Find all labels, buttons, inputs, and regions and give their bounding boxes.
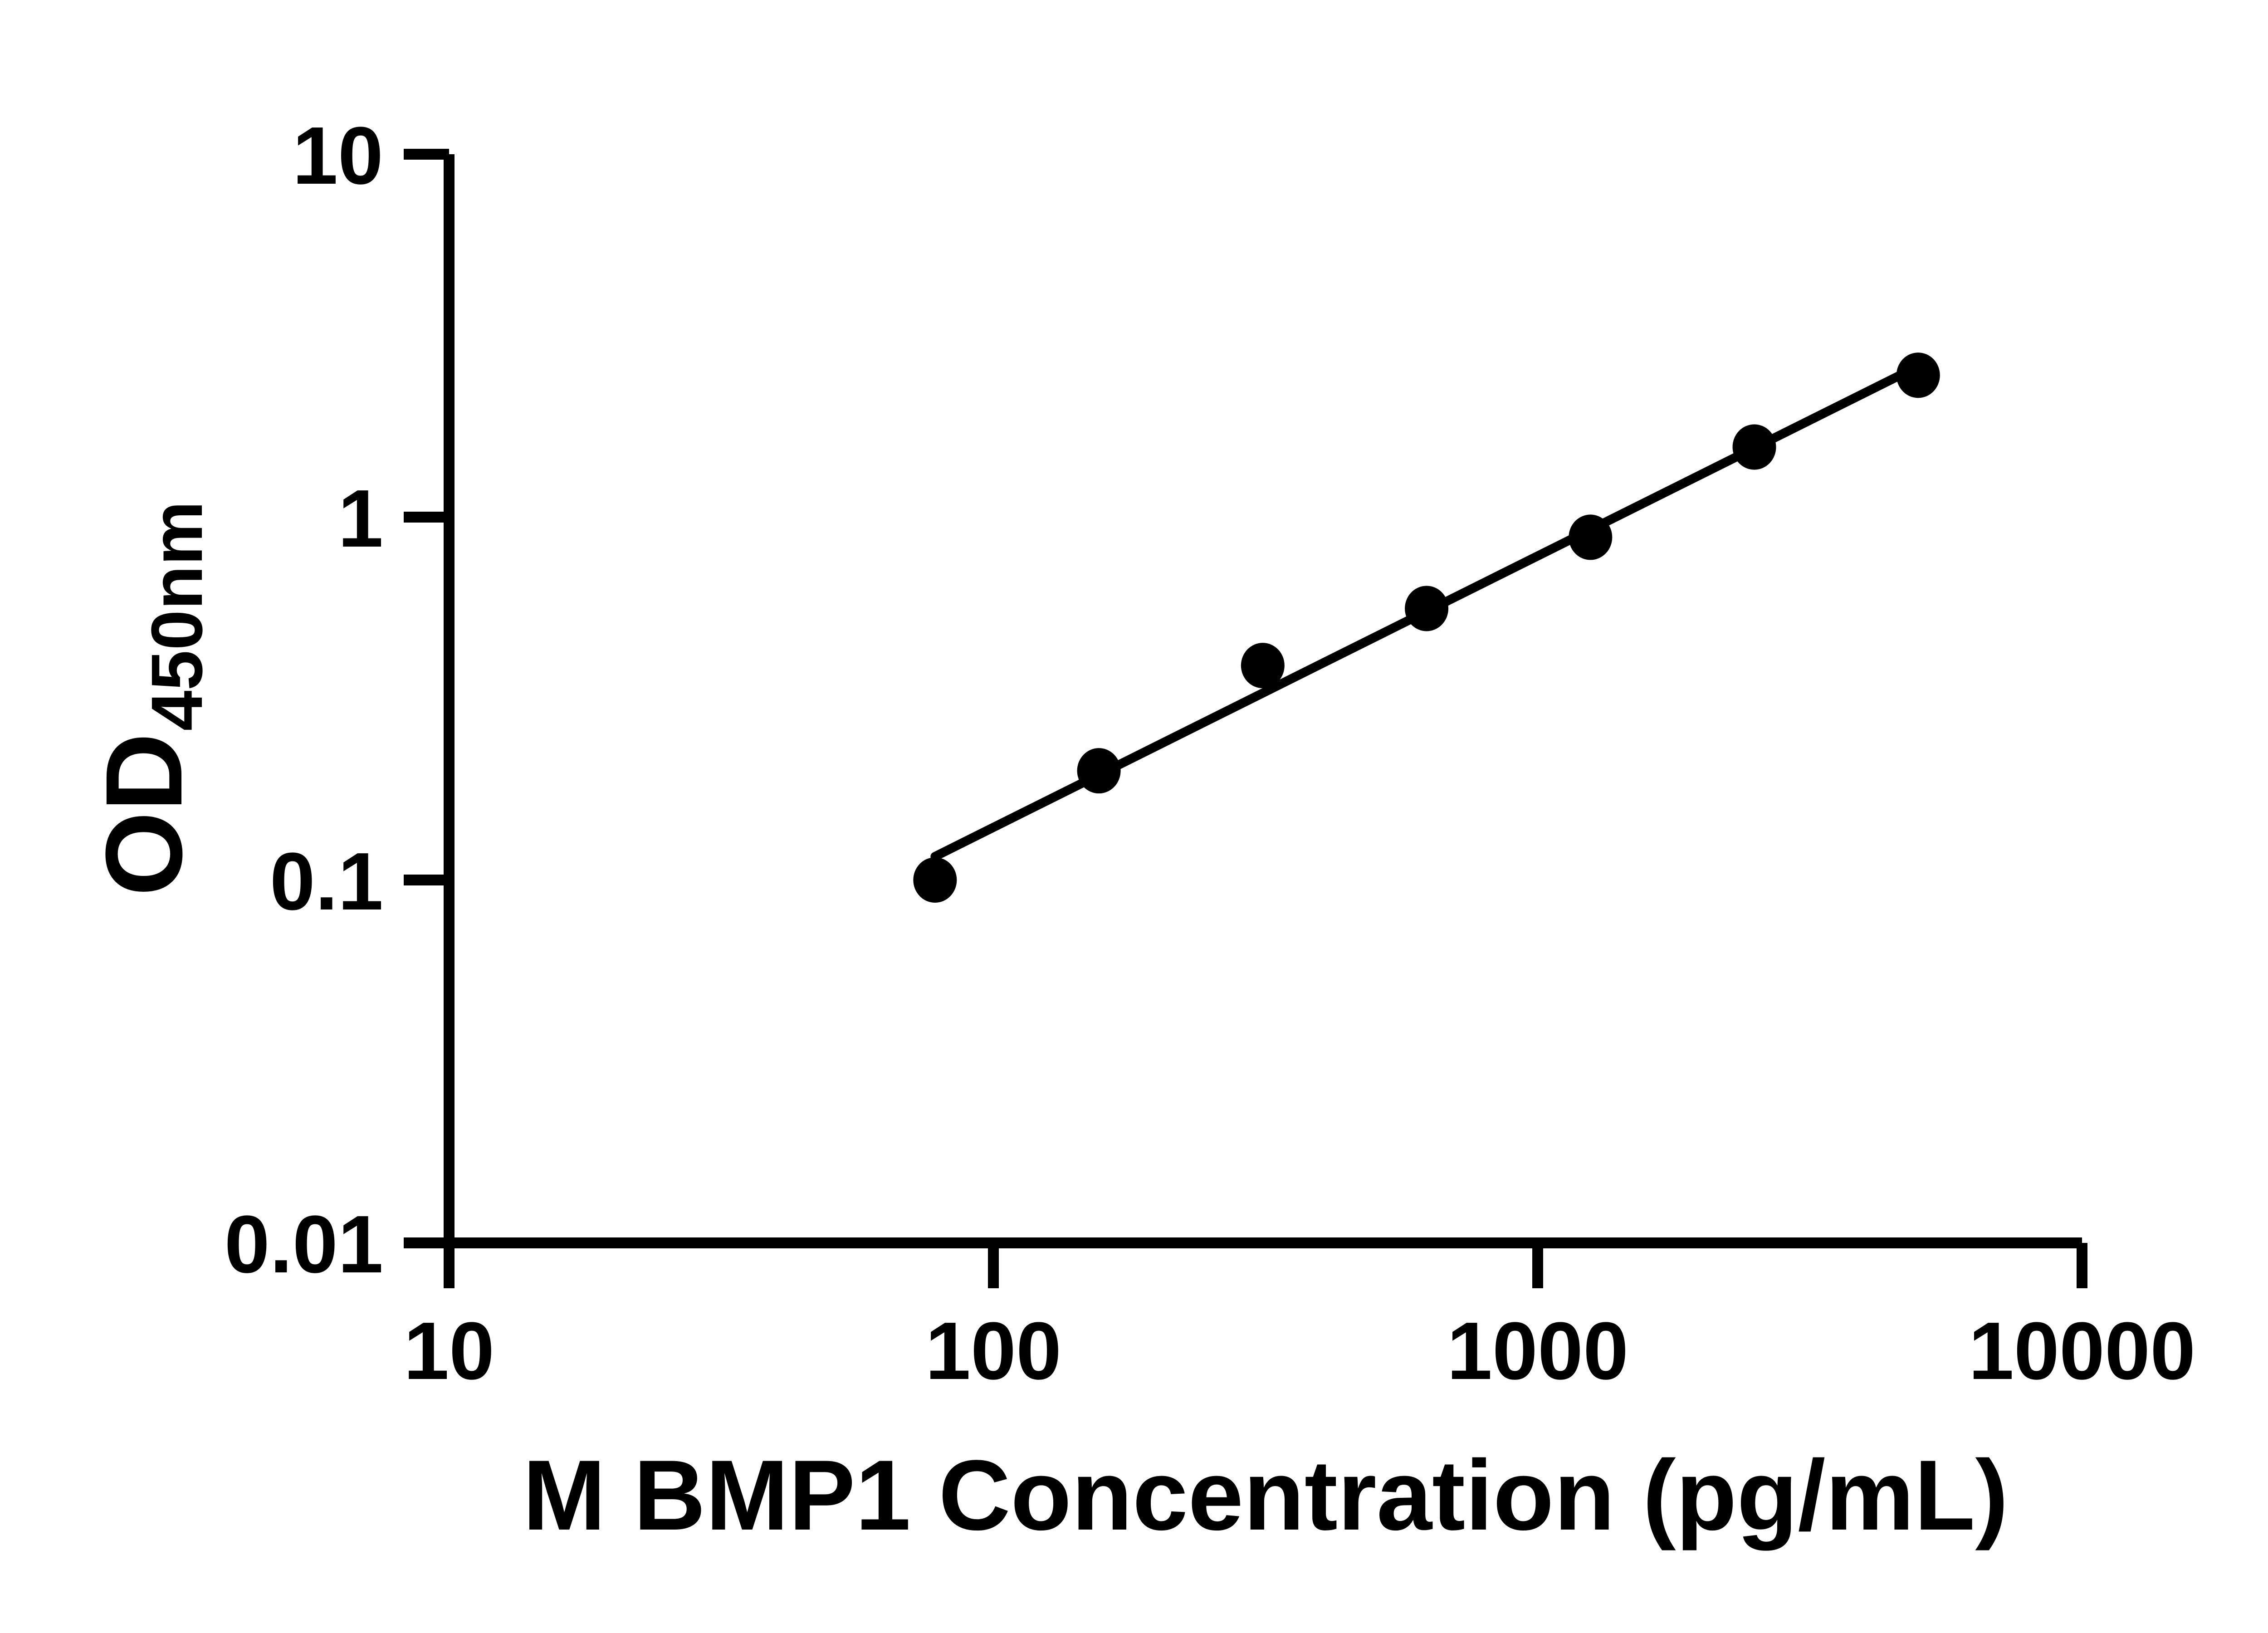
data-point [1077,748,1121,794]
x-tick-label: 1000 [1447,1305,1628,1397]
x-tick-label: 10 [404,1305,494,1397]
data-point [1732,424,1776,470]
y-tick-label: 0.1 [270,836,383,927]
axis-spine [444,154,2082,1248]
x-axis-title: M BMP1 Concentration (pg/mL) [523,1439,2008,1551]
data-point [913,857,957,903]
y-axis-title-base: OD [83,733,205,896]
data-point [1896,352,1940,398]
x-tick-label: 10000 [1969,1305,2196,1397]
y-axis-title: OD 450nm [83,501,217,896]
y-tick-label: 0.01 [225,1199,383,1290]
data-point [1405,586,1449,631]
data-point [1241,643,1285,689]
series-layer [913,352,1940,903]
x-tick-label: 100 [925,1305,1061,1397]
y-tick-label: 1 [338,473,383,564]
y-axis-title-subscript: 450nm [136,501,217,731]
data-point [1569,514,1613,560]
y-tick-label: 10 [293,110,383,201]
